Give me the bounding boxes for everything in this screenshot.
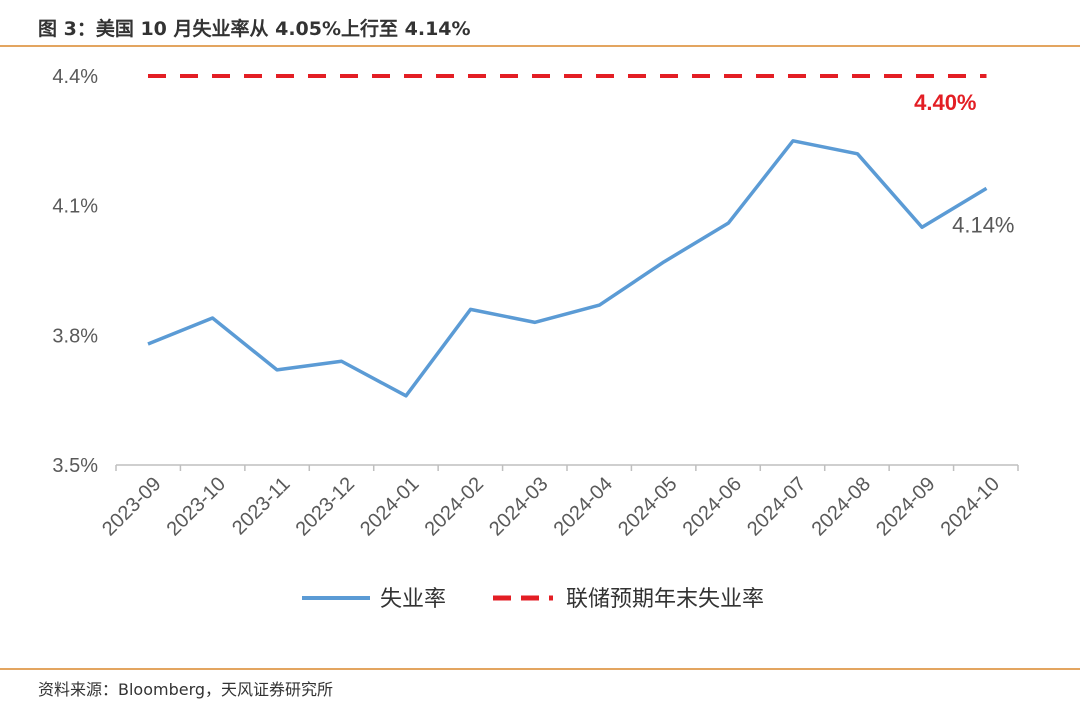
legend-label-rate: 失业率	[380, 587, 446, 612]
top-rule	[0, 45, 1080, 47]
x-tick-label: 2024-07	[743, 473, 810, 540]
x-tick-label: 2024-05	[614, 473, 681, 540]
x-tick-label: 2024-10	[937, 473, 1004, 540]
legend-label-target: 联储预期年末失业率	[566, 587, 764, 612]
figure-title: 图 3：美国 10 月失业率从 4.05%上行至 4.14%	[38, 18, 471, 40]
x-tick-label: 2023-12	[292, 473, 359, 540]
last-value-label: 4.14%	[952, 212, 1014, 237]
line-chart: 3.5%3.8%4.1%4.4% 2023-092023-102023-1120…	[52, 66, 1019, 612]
y-tick-label: 4.4%	[52, 66, 98, 88]
x-tick-label: 2024-03	[485, 473, 552, 540]
data-labels: 4.40% 4.14%	[914, 90, 1014, 237]
x-tick-label: 2024-04	[550, 473, 617, 540]
x-axis: 2023-092023-102023-112023-122024-012024-…	[98, 464, 1019, 540]
series-group	[147, 74, 988, 398]
x-tick-label: 2024-08	[808, 473, 875, 540]
unemployment-rate-line	[147, 139, 988, 398]
y-tick-label: 3.8%	[52, 325, 98, 347]
x-tick-label: 2024-09	[872, 473, 939, 540]
legend: 失业率 联储预期年末失业率	[302, 587, 764, 612]
source-note: 资料来源：Bloomberg，天风证券研究所	[38, 680, 334, 699]
x-tick-label: 2023-10	[163, 473, 230, 540]
x-tick-label: 2024-01	[356, 473, 423, 540]
x-tick-label: 2024-06	[679, 473, 746, 540]
y-axis: 3.5% 3.8% 4.1% 4.4%	[52, 66, 98, 477]
x-tick-label: 2023-11	[228, 473, 294, 539]
y-tick-label: 3.5%	[52, 455, 98, 477]
bottom-rule	[0, 668, 1080, 670]
x-tick-label: 2024-02	[421, 473, 488, 540]
y-tick-label: 4.1%	[52, 196, 98, 218]
target-data-label: 4.40%	[914, 90, 976, 115]
x-tick-label: 2023-09	[98, 473, 165, 540]
